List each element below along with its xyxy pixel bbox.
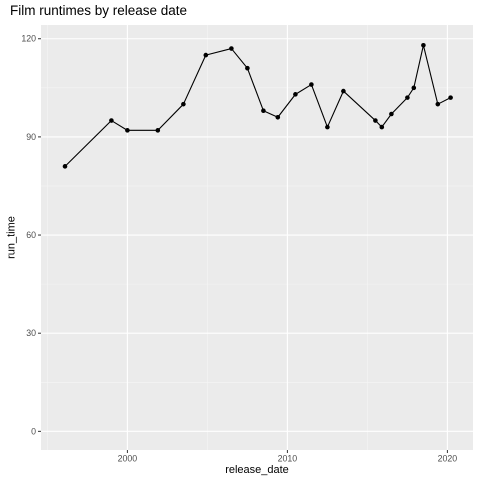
- data-point: [62, 164, 68, 169]
- data-point: [309, 82, 314, 87]
- data-point: [421, 42, 426, 48]
- data-point: [341, 88, 346, 94]
- data-point: [125, 128, 130, 133]
- data-point: [435, 101, 441, 107]
- axis-ticks: [38, 38, 448, 453]
- chart-title: Film runtimes by release date: [10, 3, 187, 18]
- data-point: [405, 95, 410, 100]
- x-axis-title: release_date: [225, 464, 289, 476]
- x-tick-label: 2000: [118, 454, 138, 464]
- series-line: [64, 44, 451, 167]
- grid-major: [41, 25, 473, 450]
- data-point: [293, 92, 298, 97]
- y-tick-label: 60: [26, 230, 36, 240]
- data-point: [389, 111, 394, 117]
- y-tick-label: 30: [26, 328, 36, 338]
- data-point: [379, 124, 385, 130]
- data-point: [155, 128, 161, 133]
- data-point: [373, 118, 378, 123]
- data-point: [448, 95, 453, 100]
- x-tick-label: 2010: [278, 454, 298, 464]
- tick-labels: 2000 2010 2020 0 30 60 90 120: [21, 34, 457, 464]
- data-point: [203, 52, 209, 58]
- y-tick-label: 120: [21, 34, 36, 44]
- data-point: [109, 118, 114, 123]
- data-point: [245, 65, 250, 71]
- x-tick-label: 2020: [438, 454, 458, 464]
- grid-minor: [41, 25, 473, 450]
- data-point: [411, 85, 417, 91]
- y-tick-label: 90: [26, 132, 36, 142]
- y-axis-title: run_time: [6, 216, 18, 259]
- data-point: [261, 108, 266, 114]
- data-point: [229, 46, 234, 51]
- panel-background: [41, 25, 473, 450]
- data-point: [275, 114, 281, 120]
- series-layer: [62, 42, 453, 169]
- data-point: [181, 101, 186, 107]
- y-tick-label: 0: [31, 426, 36, 436]
- data-point: [325, 124, 330, 130]
